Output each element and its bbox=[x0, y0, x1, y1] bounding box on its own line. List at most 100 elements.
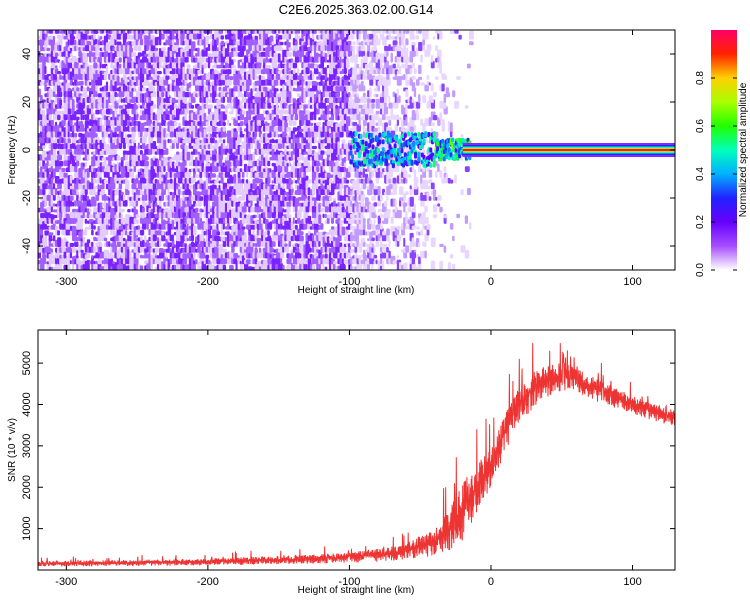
heatmap-cell bbox=[89, 136, 92, 144]
heatmap-cell bbox=[195, 207, 199, 213]
heatmap-cell bbox=[290, 30, 293, 34]
heatmap-cell bbox=[125, 111, 128, 115]
heatmap-cell bbox=[241, 229, 245, 236]
heatmap-cell bbox=[233, 130, 238, 138]
heatmap-cell bbox=[301, 133, 304, 138]
heatmap-cell bbox=[275, 99, 278, 109]
heatmap-cell bbox=[120, 170, 125, 178]
heatmap-cell bbox=[150, 137, 154, 144]
heatmap-cell bbox=[248, 180, 251, 190]
heatmap-cell bbox=[280, 41, 284, 46]
heatmap-cell bbox=[137, 45, 142, 52]
heatmap-cell bbox=[50, 119, 54, 126]
heatmap-cell bbox=[93, 113, 96, 121]
heatmap-cell bbox=[103, 115, 107, 121]
heatmap-cell bbox=[95, 179, 98, 184]
heatmap-cell bbox=[201, 209, 204, 213]
heatmap-cell bbox=[275, 88, 279, 92]
heatmap-cell bbox=[57, 71, 61, 75]
heatmap-cell bbox=[89, 81, 92, 86]
heatmap-cell bbox=[101, 216, 104, 224]
heatmap-cell bbox=[131, 196, 134, 201]
heatmap-cell bbox=[84, 218, 88, 224]
heatmap-cell bbox=[110, 51, 113, 57]
heatmap-cell bbox=[222, 248, 227, 253]
heatmap-cell bbox=[233, 128, 237, 132]
heatmap-cell bbox=[309, 63, 315, 69]
heatmap-cell bbox=[93, 207, 98, 213]
heatmap-cell bbox=[103, 179, 108, 184]
heatmap-cell bbox=[218, 42, 221, 46]
heatmap-cell bbox=[59, 189, 62, 196]
heatmap-cell bbox=[165, 148, 169, 155]
heatmap-cell bbox=[299, 128, 304, 132]
heatmap-cell bbox=[150, 105, 154, 115]
heatmap-cell bbox=[169, 138, 172, 144]
heatmap-cell bbox=[195, 156, 198, 167]
heatmap-cell bbox=[335, 203, 338, 207]
heatmap-cell bbox=[220, 35, 224, 40]
heatmap-cell bbox=[350, 249, 355, 253]
heatmap-cell bbox=[152, 112, 156, 121]
heatmap-cell bbox=[133, 130, 136, 138]
heatmap-cell bbox=[197, 261, 200, 270]
heatmap-cell bbox=[290, 184, 293, 190]
heatmap-cell bbox=[210, 104, 213, 109]
heatmap-cell bbox=[80, 239, 83, 247]
heatmap-cell bbox=[148, 217, 152, 224]
heatmap-cell bbox=[260, 76, 265, 80]
heatmap-cell bbox=[231, 191, 234, 196]
heatmap-cell bbox=[290, 58, 293, 63]
heatmap-cell bbox=[59, 160, 64, 167]
heatmap-cell bbox=[331, 226, 335, 230]
heatmap-cell bbox=[44, 230, 50, 236]
heatmap-cell bbox=[320, 150, 325, 155]
heatmap-cell bbox=[125, 118, 128, 126]
heatmap-cell bbox=[63, 172, 68, 178]
heatmap-cell bbox=[263, 47, 266, 52]
heatmap-cell bbox=[307, 179, 312, 184]
heatmap-cell bbox=[97, 184, 100, 190]
heatmap-cell bbox=[125, 153, 129, 161]
heatmap-cell bbox=[133, 53, 136, 57]
heatmap-cell bbox=[318, 126, 321, 132]
heatmap-cell bbox=[222, 122, 226, 126]
heatmap-cell bbox=[131, 208, 134, 213]
heatmap-cell bbox=[203, 43, 206, 52]
heatmap-cell bbox=[99, 125, 103, 132]
heatmap-cell bbox=[91, 229, 94, 236]
heatmap-cell bbox=[103, 228, 109, 236]
heatmap-cell bbox=[101, 40, 104, 46]
heatmap-cell bbox=[139, 150, 143, 155]
heatmap-cell bbox=[263, 109, 266, 115]
heatmap-cell bbox=[214, 91, 217, 98]
heatmap-cell bbox=[103, 157, 107, 167]
heatmap-cell bbox=[55, 65, 58, 69]
heatmap-cell bbox=[165, 39, 168, 46]
heatmap-cell bbox=[282, 74, 288, 80]
heatmap-cell bbox=[63, 177, 69, 184]
heatmap-cell bbox=[114, 84, 117, 92]
heatmap-cell bbox=[150, 130, 155, 138]
heatmap-cell bbox=[241, 45, 246, 52]
heatmap-cell bbox=[258, 120, 261, 126]
heatmap-cell bbox=[311, 264, 316, 270]
heatmap-cell bbox=[69, 53, 73, 57]
heatmap-cell bbox=[350, 185, 353, 190]
heatmap-cell bbox=[203, 128, 206, 132]
heatmap-cell bbox=[127, 214, 130, 219]
heatmap-cell bbox=[314, 64, 318, 69]
heatmap-cell bbox=[233, 212, 236, 219]
heatmap-cell bbox=[114, 91, 118, 98]
heatmap-cell bbox=[82, 151, 85, 155]
heatmap-cell bbox=[163, 165, 166, 173]
heatmap-cell bbox=[91, 222, 94, 230]
heatmap-cell bbox=[55, 187, 58, 196]
heatmap-cell bbox=[112, 261, 116, 265]
heatmap-cell bbox=[76, 250, 79, 259]
heatmap-cell bbox=[333, 30, 336, 40]
heatmap-cell bbox=[127, 81, 130, 86]
heatmap-cell bbox=[76, 72, 79, 80]
heatmap-cell bbox=[235, 197, 238, 201]
heatmap-cell bbox=[169, 243, 172, 247]
